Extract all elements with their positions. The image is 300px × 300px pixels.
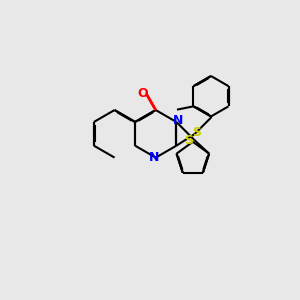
Text: N: N [173,114,183,127]
Text: S: S [192,126,201,139]
Text: N: N [149,151,159,164]
Text: O: O [137,87,148,100]
Text: S: S [184,134,194,147]
